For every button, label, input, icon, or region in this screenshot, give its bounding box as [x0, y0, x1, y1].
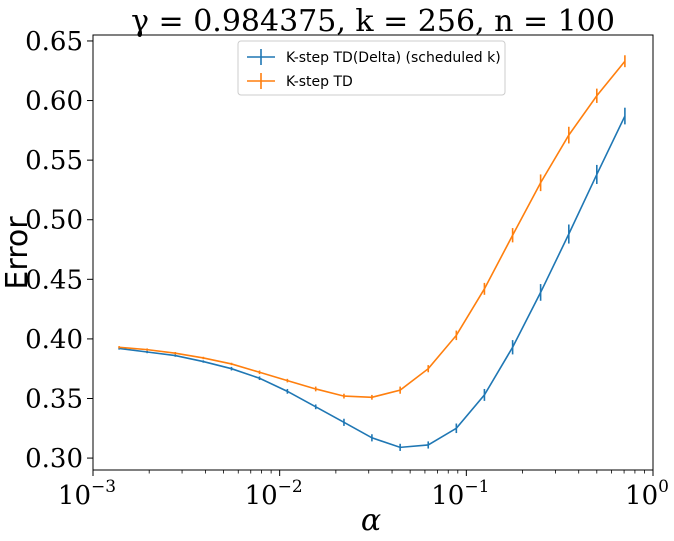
legend-item: K-step TD: [247, 73, 353, 90]
plot-area: [118, 55, 626, 451]
series-2: [118, 55, 626, 400]
y-tick-label: 0.55: [25, 146, 83, 176]
x-tick-label: 10−2: [245, 477, 303, 511]
x-axis: 10−3 10−2 10−1 100: [58, 470, 669, 511]
y-tick-label: 0.35: [25, 384, 83, 414]
legend-box: [237, 40, 506, 96]
x-axis-label: α: [361, 503, 381, 538]
x-tick-label: 100: [625, 477, 669, 511]
axes-frame: [92, 34, 654, 471]
series-line: [119, 60, 626, 399]
legend: K-step TD(Delta) (scheduled k) K-step TD: [237, 40, 506, 96]
y-axis-label: Error: [0, 216, 35, 290]
y-tick-label: 0.30: [25, 444, 83, 474]
y-axis: 0.30 0.35 0.40 0.45 0.50 0.55 0.60 0.65: [25, 27, 93, 474]
chart-title: γ = 0.984375, k = 256, n = 100: [131, 4, 615, 39]
x-tick-label: 10−3: [58, 477, 116, 511]
legend-item: K-step TD(Delta) (scheduled k): [247, 49, 501, 66]
legend-label: K-step TD: [286, 74, 353, 90]
legend-label: K-step TD(Delta) (scheduled k): [286, 50, 501, 66]
y-tick-label: 0.65: [25, 27, 83, 57]
series-1: [118, 107, 626, 451]
y-tick-label: 0.50: [25, 206, 83, 236]
x-tick-label: 10−1: [431, 477, 489, 511]
y-tick-label: 0.40: [25, 325, 83, 355]
y-tick-label: 0.45: [25, 265, 83, 295]
y-tick-label: 0.60: [25, 87, 83, 117]
